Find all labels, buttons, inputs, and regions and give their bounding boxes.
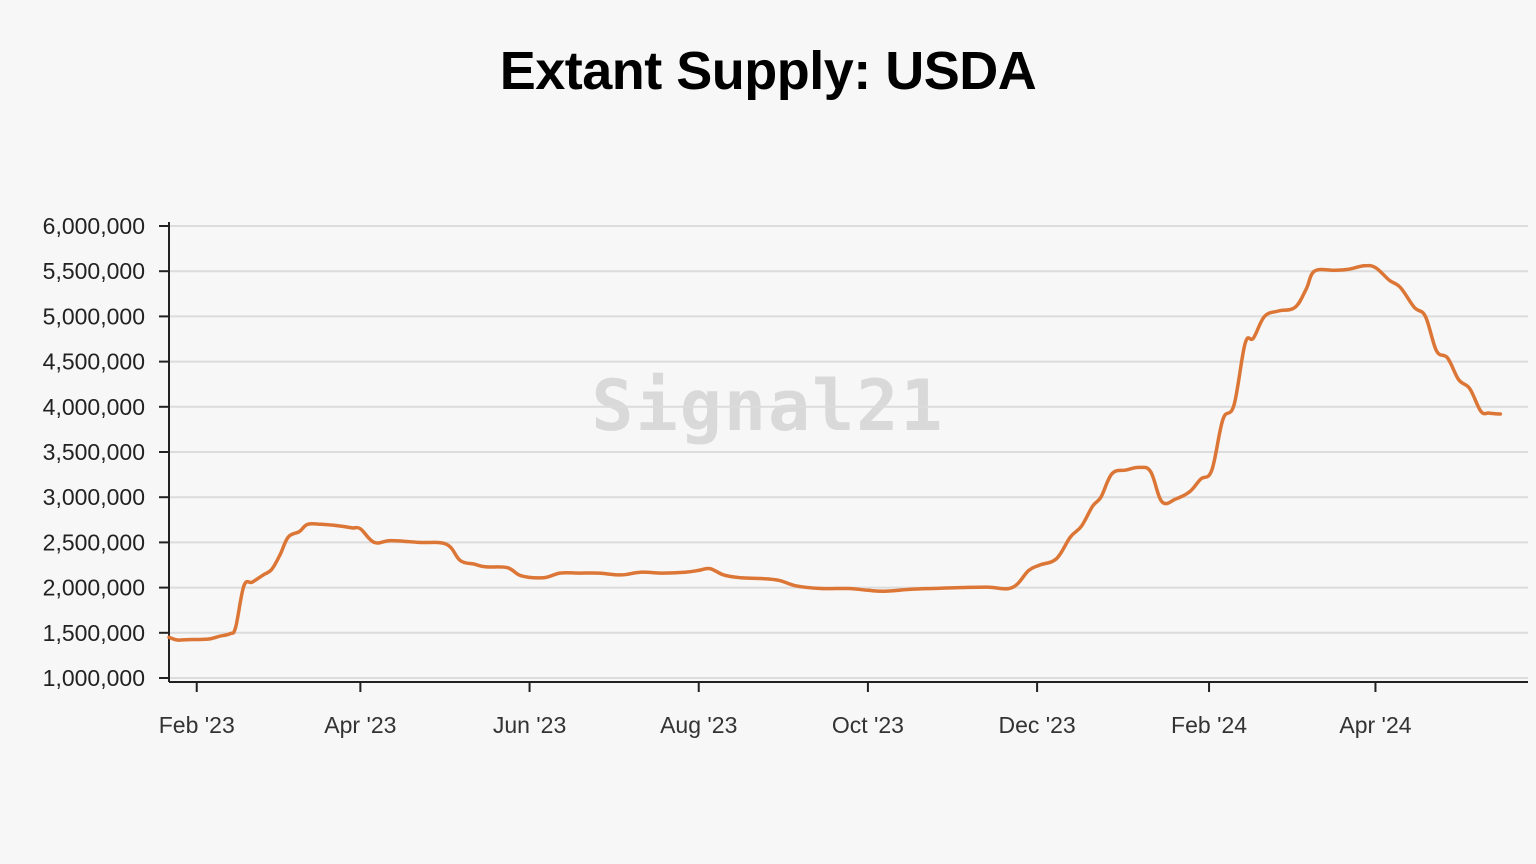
- y-tick-label: 3,500,000: [43, 439, 145, 465]
- axes: 1,000,000 1,500,000 2,000,000 2,500,000 3,00…: [43, 213, 1528, 738]
- x-tick-label: Feb '24: [1171, 712, 1247, 738]
- y-tick-label: 5,000,000: [43, 303, 145, 329]
- y-tick-label: 3,000,000: [43, 484, 145, 510]
- y-tick-label: 1,000,000: [43, 665, 145, 691]
- series-line-usda: [167, 263, 1503, 642]
- grid-lines: [169, 225, 1528, 679]
- x-tick-label: Dec '23: [998, 712, 1075, 738]
- x-tick-label: Apr '23: [324, 712, 396, 738]
- y-tick-label: 6,000,000: [43, 213, 145, 239]
- chart-title: Extant Supply: USDA: [499, 41, 1037, 101]
- y-tick-label: 2,000,000: [43, 575, 145, 601]
- y-tick-label: 1,500,000: [43, 620, 145, 646]
- x-tick-label: Aug '23: [660, 712, 737, 738]
- x-tick-label: Apr '24: [1339, 712, 1411, 738]
- series-layer: [167, 263, 1503, 642]
- y-tick-label: 4,000,000: [43, 394, 145, 420]
- x-tick-label: Feb '23: [159, 712, 235, 738]
- x-tick-label: Jun '23: [493, 712, 566, 738]
- y-tick-label: 2,500,000: [43, 529, 145, 555]
- y-tick-label: 5,500,000: [43, 258, 145, 284]
- y-tick-label: 4,500,000: [43, 349, 145, 375]
- x-tick-label: Oct '23: [832, 712, 904, 738]
